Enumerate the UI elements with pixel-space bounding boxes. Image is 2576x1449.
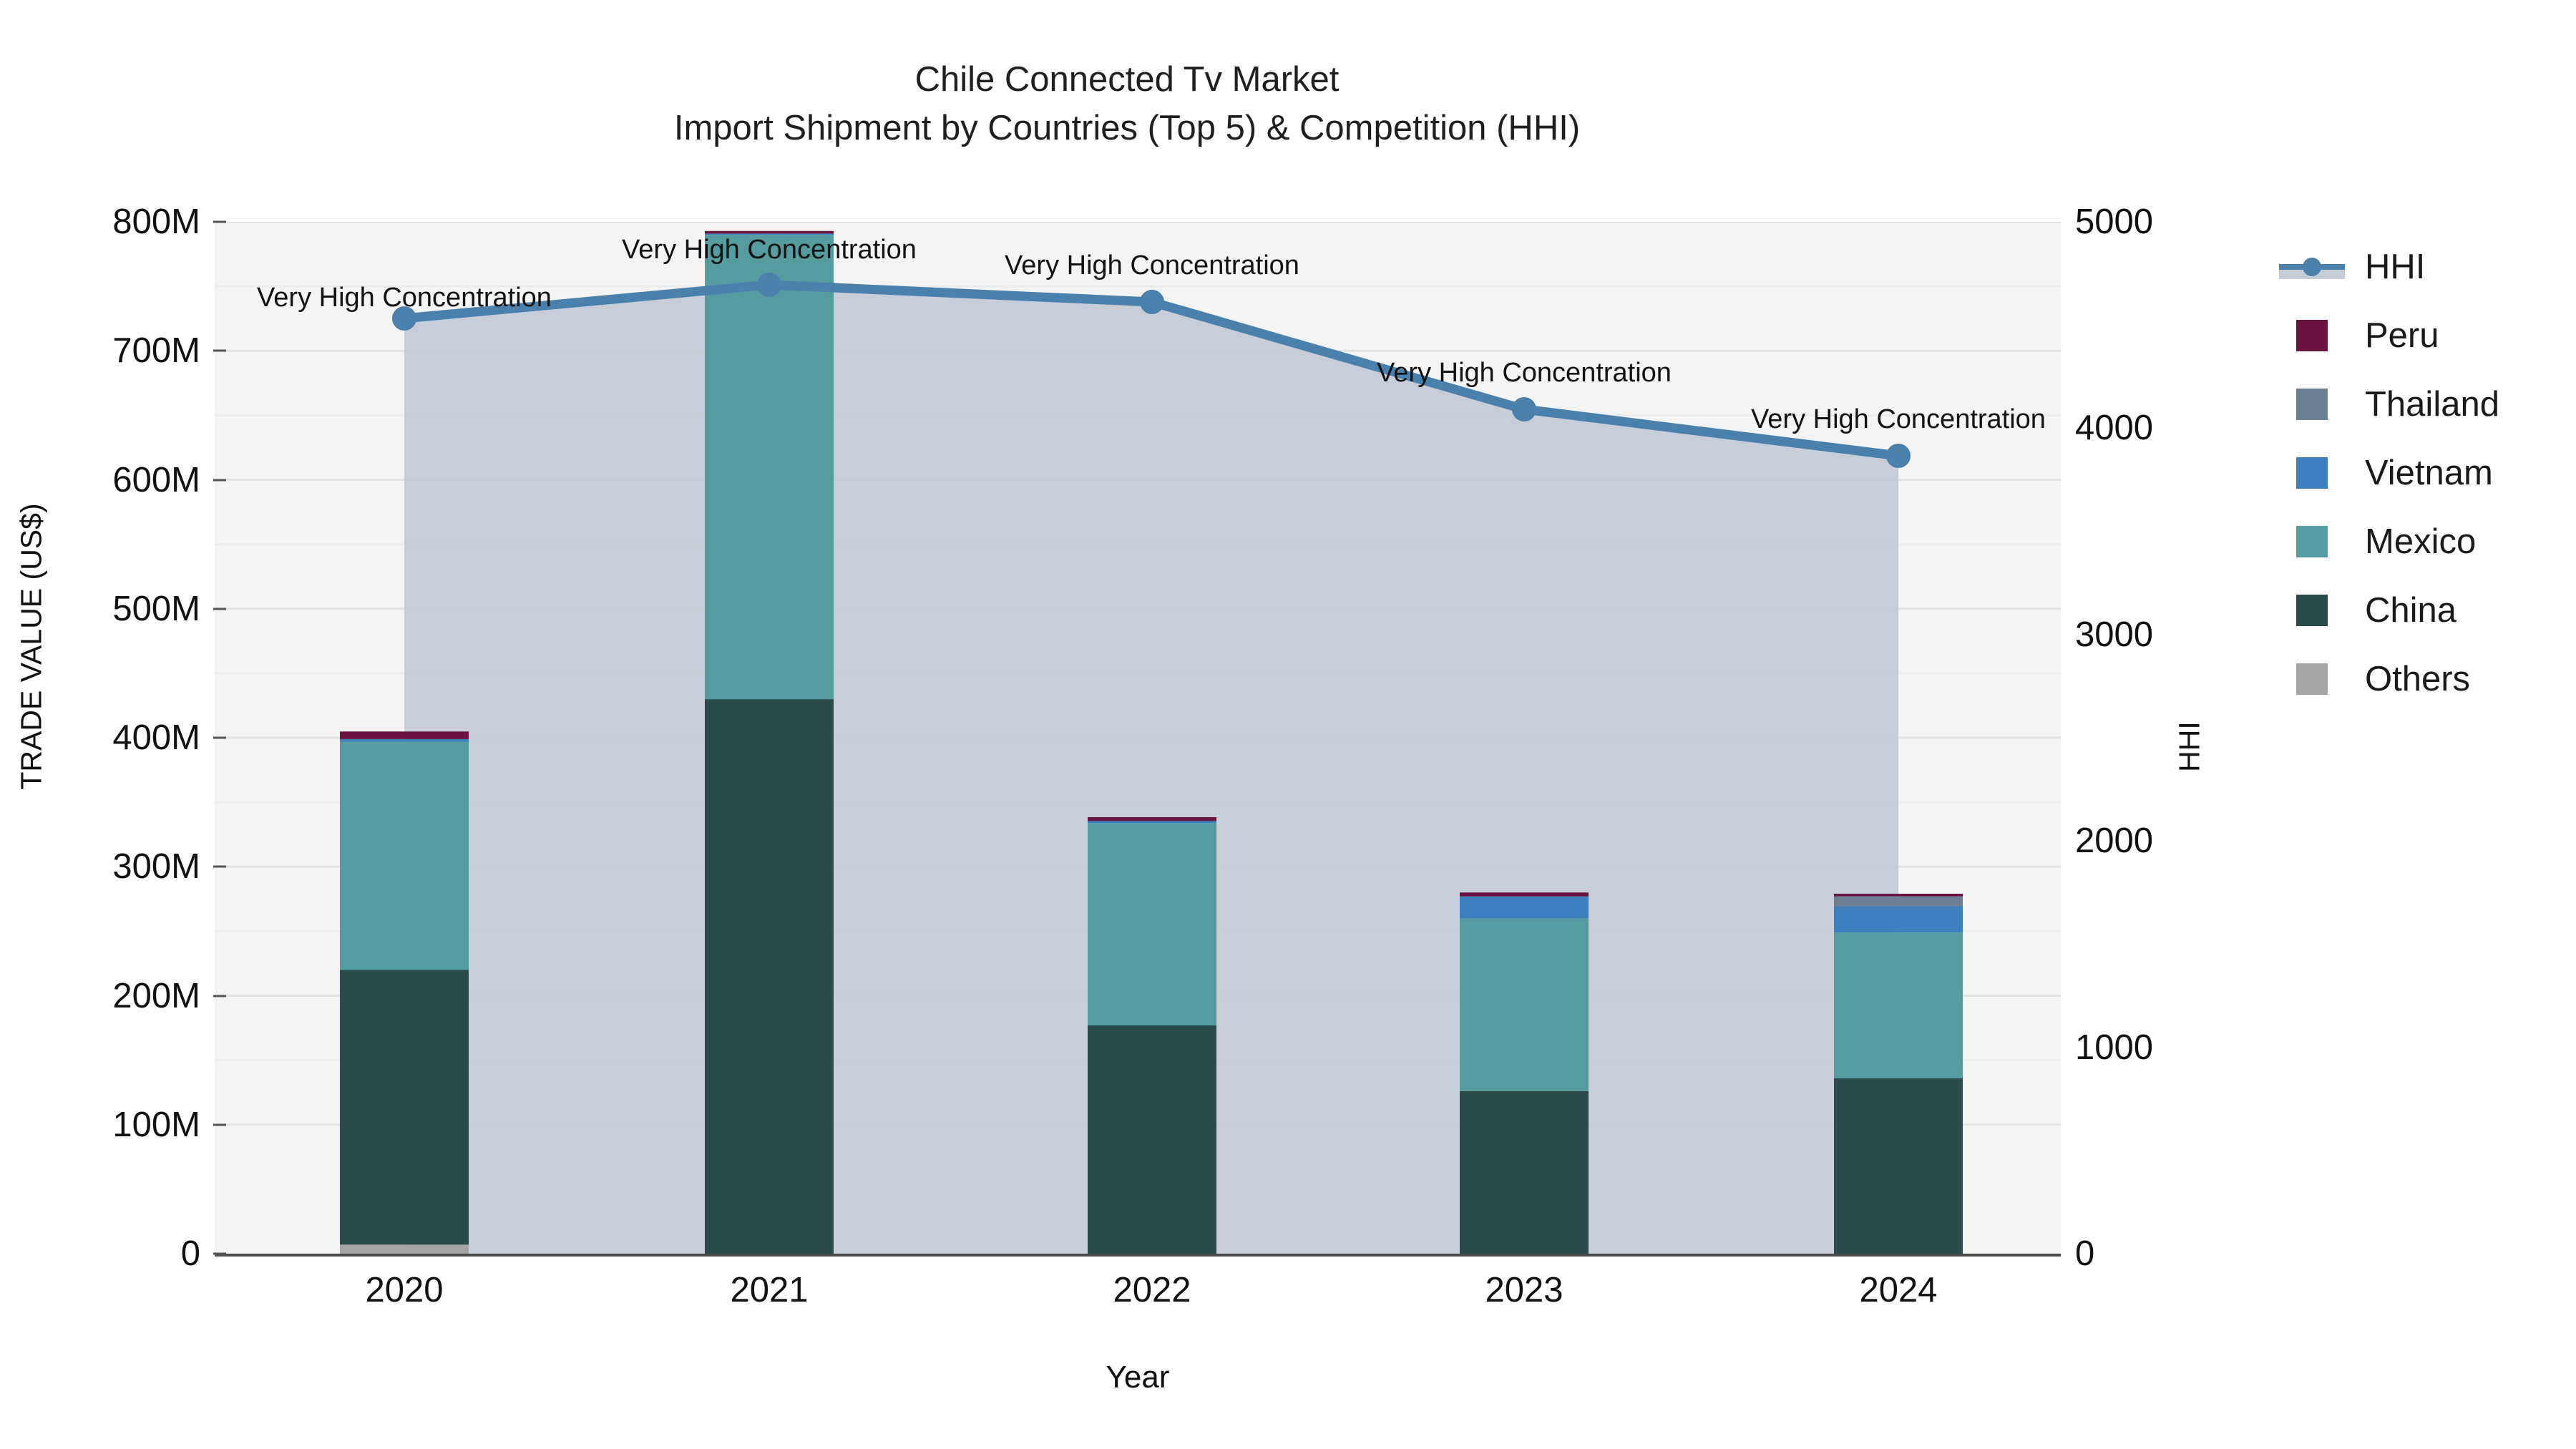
hhi-marker-2022 [1140,290,1164,314]
chart-title: Chile Connected Tv Market Import Shipmen… [0,56,2254,152]
bar-segment-peru-2020 [340,731,469,739]
hhi-markers [392,273,1911,468]
legend-label-others: Others [2365,659,2471,698]
bar-segment-vietnam-2023 [1460,896,1589,919]
bar-segment-china-2023 [1460,1091,1589,1254]
chart-legend: HHI Peru Thailand Vietnam Mexico [2279,233,2576,713]
bar-segment-mexico-2022 [1088,823,1216,1025]
y-tick-right-3000: 3000 [2075,615,2154,654]
legend-label-peru: Peru [2365,316,2439,355]
annotation-2022: Very High Concentration [1005,250,1299,280]
y-axis-label-left: TRADE VALUE (US$) [14,503,48,790]
bar-segment-vietnam-2021 [705,233,834,235]
others-swatch-icon [2279,659,2345,699]
y-tick-left-600m: 600M [14,460,226,500]
hhi-marker-2024 [1886,444,1911,468]
y-tick-left-800m: 800M [14,202,226,242]
x-tick-2021: 2021 [730,1271,809,1309]
y-tick-right-1000: 1000 [2075,1028,2154,1067]
bar-segment-china-2024 [1834,1078,1963,1254]
bar-group-2021 [705,230,834,1254]
thailand-swatch-icon [2279,384,2345,424]
x-axis-line [215,1254,2061,1257]
plot-area [215,222,2061,1254]
annotation-2023: Very High Concentration [1377,358,1672,388]
bar-group-2024 [1834,894,1963,1254]
y-tick-left-300m: 300M [14,847,226,887]
bar-segment-mexico-2021 [705,235,834,700]
legend-label-thailand: Thailand [2365,384,2499,424]
bar-segment-thailand-2024 [1834,896,1963,907]
legend-item-peru[interactable]: Peru [2279,301,2576,370]
y-tick-left-700m: 700M [14,331,226,371]
y-tick-left-0: 0 [14,1234,226,1274]
y-tick-right-2000: 2000 [2075,821,2154,861]
mexico-swatch-icon [2279,522,2345,562]
y-tick-left-100m: 100M [14,1105,226,1145]
x-tick-2022: 2022 [1113,1271,1191,1309]
bar-segment-mexico-2023 [1460,918,1589,1091]
bar-segment-china-2021 [705,699,834,1254]
legend-item-others[interactable]: Others [2279,645,2576,713]
annotation-2020: Very High Concentration [257,283,552,313]
chart-title-line1: Chile Connected Tv Market [914,60,1340,99]
annotation-2024: Very High Concentration [1751,404,2046,434]
y-tick-right-5000: 5000 [2075,203,2154,241]
hhi-marker-2021 [757,273,781,297]
chart-title-line2: Import Shipment by Countries (Top 5) & C… [673,108,1581,147]
plot-canvas [215,222,2061,1254]
bar-segment-mexico-2020 [340,741,469,970]
bar-segment-vietnam-2022 [1088,821,1216,824]
y-tick-right-0: 0 [2075,1234,2095,1273]
x-axis-label: Year [1106,1360,1170,1395]
legend-item-vietnam[interactable]: Vietnam [2279,439,2576,507]
bar-segment-vietnam-2024 [1834,907,1963,933]
legend-item-hhi[interactable]: HHI [2279,233,2576,301]
hhi-line-icon [2279,247,2345,287]
legend-label-mexico: Mexico [2365,522,2477,561]
bar-segment-vietnam-2020 [340,738,469,742]
hhi-marker-2023 [1512,397,1536,421]
legend-item-mexico[interactable]: Mexico [2279,507,2576,576]
vietnam-swatch-icon [2279,453,2345,493]
y-tick-left-400m: 400M [14,718,226,758]
bar-segment-peru-2021 [705,230,834,234]
x-tick-2023: 2023 [1485,1271,1563,1309]
x-tick-2024: 2024 [1859,1271,1938,1309]
hhi-marker-2020 [392,306,416,331]
annotation-2021: Very High Concentration [622,235,917,265]
peru-swatch-icon [2279,316,2345,356]
bar-group-2022 [1088,817,1216,1254]
y-tick-right-4000: 4000 [2075,409,2154,448]
bar-segment-mexico-2024 [1834,932,1963,1078]
bar-segment-china-2022 [1088,1025,1216,1254]
legend-item-china[interactable]: China [2279,576,2576,645]
x-tick-2020: 2020 [365,1271,444,1309]
y-tick-left-200m: 200M [14,976,226,1016]
bar-segment-peru-2024 [1834,894,1963,897]
y-tick-left-500m: 500M [14,589,226,629]
bar-segment-china-2020 [340,970,469,1245]
bar-group-2020 [340,731,469,1254]
bar-segment-peru-2022 [1088,817,1216,821]
legend-label-china: China [2365,590,2457,630]
china-swatch-icon [2279,590,2345,630]
bar-segment-others-2020 [340,1244,469,1254]
y-axis-label-right: HHI [2172,721,2206,772]
legend-item-thailand[interactable]: Thailand [2279,370,2576,439]
legend-label-vietnam: Vietnam [2365,453,2493,492]
bar-group-2023 [1460,892,1589,1254]
bar-segment-peru-2023 [1460,892,1589,897]
legend-label-hhi: HHI [2365,247,2426,286]
